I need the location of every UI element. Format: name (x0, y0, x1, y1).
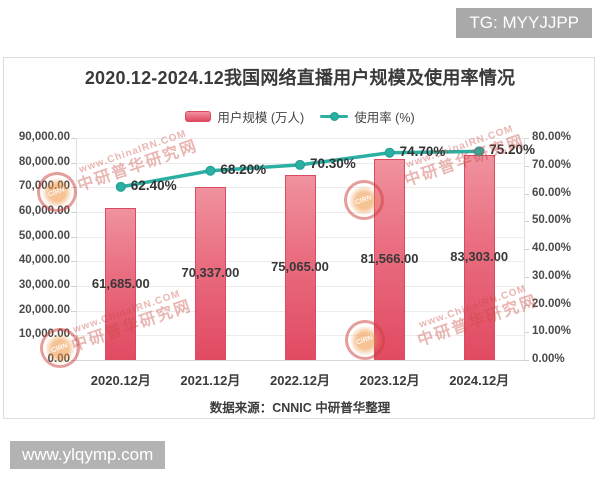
right-axis-tick (524, 332, 529, 334)
left-axis-tick-label: 40,000.00 (18, 254, 70, 267)
right-axis-tick (524, 165, 529, 167)
right-axis-tick (524, 193, 529, 195)
right-axis-tick-label: 60.00% (532, 186, 572, 199)
right-axis-tick (524, 360, 529, 361)
left-axis-tick-label: 0.00 (47, 353, 70, 365)
legend-label-users: 用户规模 (万人) (217, 111, 305, 125)
x-axis-label: 2022.12月 (270, 373, 330, 388)
left-axis-tick (71, 212, 76, 213)
bar-value-label: 61,685.00 (91, 275, 150, 291)
bar-value-label: 81,566.00 (360, 251, 419, 267)
site-watermark-badge: www.ylqymp.com (10, 441, 166, 469)
user-scale-bar[interactable] (463, 154, 495, 360)
right-axis-tick (524, 304, 529, 306)
user-scale-bar[interactable] (284, 174, 316, 360)
bar-value-label: 75,065.00 (271, 259, 329, 275)
left-axis-tick (71, 310, 76, 312)
left-axis-tick-label: 50,000.00 (18, 229, 70, 242)
left-axis-tick (71, 162, 76, 164)
right-axis-tick-label: 70.00% (532, 158, 572, 171)
left-axis-tick (71, 360, 76, 361)
usage-rate-label: 62.40% (130, 177, 177, 193)
tg-contact-badge: TG: MYYJJPP (456, 8, 592, 38)
axis-line (76, 138, 77, 360)
gridline (76, 360, 524, 361)
left-axis-tick-label: 80,000.00 (18, 155, 70, 168)
right-axis-tick-label: 40.00% (532, 242, 572, 254)
left-axis-tick (71, 236, 76, 238)
x-axis-label: 2020.12月 (90, 373, 151, 388)
left-axis-tick (71, 286, 76, 287)
user-scale-bar[interactable] (194, 186, 226, 360)
left-axis-tick-label: 70,000.00 (18, 180, 70, 193)
right-axis-tick (524, 221, 529, 223)
right-axis-tick (524, 138, 529, 139)
axis-line (524, 138, 525, 360)
bar-series-swatch-icon (185, 111, 212, 122)
data-source-note: 数据来源：CNNIC 中研普华整理 (209, 401, 391, 415)
x-axis-label: 2023.12月 (359, 373, 420, 388)
bar-value-label: 83,303.00 (450, 249, 509, 265)
left-axis-tick-label: 60,000.00 (18, 205, 70, 217)
left-axis-tick-label: 30,000.00 (18, 279, 70, 291)
right-axis-tick-label: 20.00% (532, 297, 572, 310)
x-axis-label: 2021.12月 (180, 373, 241, 388)
right-axis-tick-label: 10.00% (532, 325, 572, 338)
left-axis-tick-label: 90,000.00 (18, 131, 70, 143)
right-axis-tick (524, 249, 529, 250)
legend-item-users[interactable]: 用户规模 (万人) (185, 107, 304, 126)
legend-item-usage-rate[interactable]: 使用率 (%) (320, 107, 415, 126)
line-series-swatch-icon (320, 111, 349, 122)
usage-rate-label: 70.30% (310, 155, 356, 171)
usage-rate-label: 74.70% (399, 143, 446, 159)
chart-legend: 用户规模 (万人) 使用率 (%) (0, 107, 600, 126)
gridline (76, 162, 524, 164)
left-axis-tick-label: 20,000.00 (18, 303, 70, 316)
legend-label-usage-rate: 使用率 (%) (354, 111, 415, 125)
gridline (76, 138, 524, 139)
right-axis-tick-label: 30.00% (532, 269, 572, 282)
left-axis-tick (71, 261, 76, 263)
bar-value-label: 70,337.00 (181, 265, 240, 281)
right-axis-tick-label: 0.00% (532, 353, 565, 365)
right-axis-tick (524, 276, 529, 278)
usage-rate-label: 75.20% (489, 142, 535, 158)
right-axis-tick-label: 80.00% (532, 131, 572, 143)
x-axis-label: 2024.12月 (449, 373, 510, 388)
left-axis-tick (71, 138, 76, 139)
right-axis-tick-label: 50.00% (532, 214, 572, 227)
user-scale-bar[interactable] (105, 207, 137, 360)
usage-rate-label: 68.20% (220, 161, 267, 177)
chart-title: 2020.12-2024.12我国网络直播用户规模及使用率情况 (84, 68, 516, 88)
left-axis-tick-label: 10,000.00 (18, 328, 70, 341)
